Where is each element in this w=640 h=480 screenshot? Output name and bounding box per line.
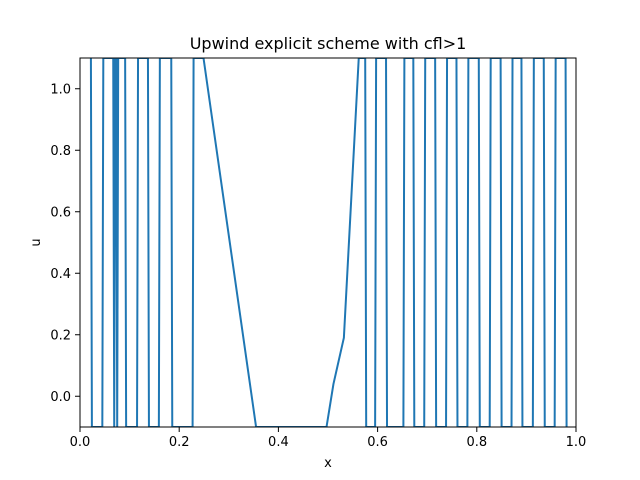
plot-area xyxy=(80,58,576,427)
x-tick-label: 0.2 xyxy=(169,435,190,450)
y-axis: 0.0 0.2 0.4 0.6 0.8 1.0 xyxy=(50,82,80,405)
y-tick-label: 0.4 xyxy=(50,267,71,282)
series-layer xyxy=(89,58,568,427)
y-tick-label: 0.0 xyxy=(50,390,71,405)
y-tick-label: 0.6 xyxy=(50,205,71,220)
x-tick-label: 1.0 xyxy=(566,435,587,450)
series-line-0 xyxy=(89,58,568,427)
x-tick-label: 0.6 xyxy=(367,435,388,450)
y-axis-label: u xyxy=(29,238,44,246)
x-axis-label: x xyxy=(324,456,332,471)
y-tick-label: 1.0 xyxy=(50,82,71,97)
chart-title: Upwind explicit scheme with cfl>1 xyxy=(190,34,467,53)
x-axis: 0.0 0.2 0.4 0.6 0.8 1.0 xyxy=(70,427,587,450)
x-tick-label: 0.0 xyxy=(70,435,91,450)
x-tick-label: 0.8 xyxy=(466,435,487,450)
y-tick-label: 0.8 xyxy=(50,144,71,159)
plot-frame xyxy=(79,57,577,428)
x-tick-label: 0.4 xyxy=(268,435,289,450)
y-tick-label: 0.2 xyxy=(50,328,71,343)
